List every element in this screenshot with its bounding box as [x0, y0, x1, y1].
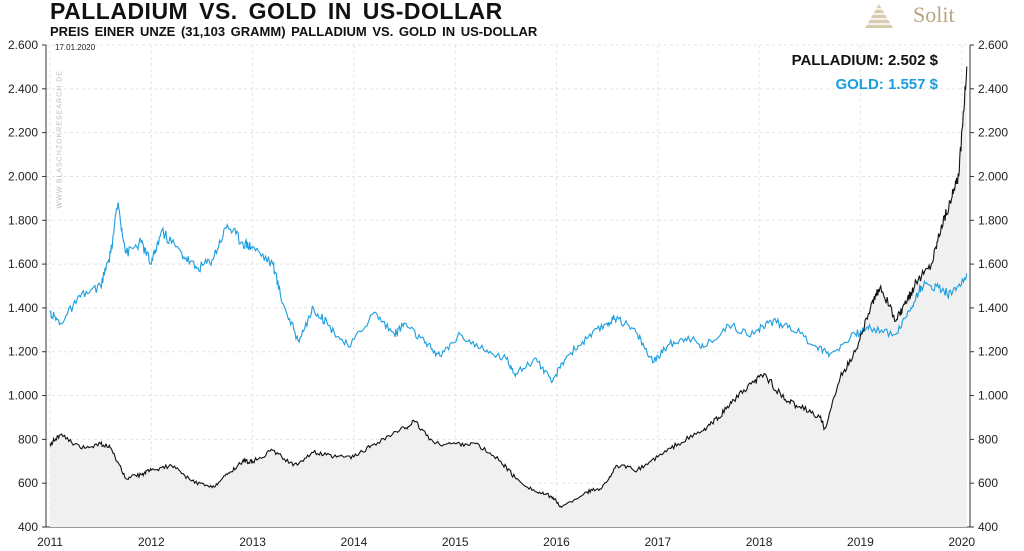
x-tick-label: 2018 — [746, 535, 773, 549]
x-tick-label: 2011 — [37, 535, 63, 549]
chart-subtitle: PREIS EINER UNZE (31,103 GRAMM) PALLADIU… — [50, 24, 538, 39]
y-tick-label-left: 800 — [18, 432, 38, 446]
y-tick-label-right: 800 — [978, 432, 998, 446]
y-tick-label-right: 1.200 — [978, 345, 1008, 359]
y-tick-label-right: 1.400 — [978, 301, 1008, 315]
y-tick-label-left: 2.600 — [8, 38, 38, 52]
y-tick-label-left: 1.000 — [8, 389, 38, 403]
y-tick-label-left: 1.400 — [8, 301, 38, 315]
logo-text: Solit — [913, 2, 955, 27]
palladium-series-line — [49, 66, 968, 509]
y-tick-label-left: 600 — [18, 476, 38, 490]
legend-palladium: PALLADIUM: 2.502 $ — [791, 52, 938, 69]
gold-series-line — [49, 202, 968, 384]
palladium-area — [50, 66, 967, 527]
y-tick-label-left: 1.600 — [8, 257, 38, 271]
y-tick-label-left: 2.000 — [8, 169, 38, 183]
x-tick-label: 2014 — [341, 535, 368, 549]
y-tick-label-right: 1.600 — [978, 257, 1008, 271]
y-tick-label-right: 2.600 — [978, 38, 1008, 52]
x-tick-label: 2013 — [239, 535, 266, 549]
y-tick-label-left: 2.400 — [8, 82, 38, 96]
y-tick-label-left: 1.800 — [8, 213, 38, 227]
x-tick-label: 2016 — [543, 535, 570, 549]
x-tick-label: 2020 — [948, 535, 975, 549]
y-tick-label-right: 2.200 — [978, 126, 1008, 140]
date-label: 17.01.2020 — [55, 43, 96, 52]
y-tick-label-right: 2.000 — [978, 169, 1008, 183]
y-tick-label-right: 600 — [978, 476, 998, 490]
x-tick-label: 2012 — [138, 535, 165, 549]
chart-title: PALLADIUM VS. GOLD IN US-DOLLAR — [50, 0, 503, 24]
y-tick-label-left: 400 — [18, 520, 38, 534]
y-tick-label-right: 400 — [978, 520, 998, 534]
x-tick-label: 2019 — [847, 535, 874, 549]
x-tick-label: 2017 — [644, 535, 671, 549]
pyramid-logo-icon — [863, 4, 895, 28]
y-tick-label-left: 2.200 — [8, 126, 38, 140]
y-tick-label-right: 1.800 — [978, 213, 1008, 227]
y-tick-label-left: 1.200 — [8, 345, 38, 359]
legend-gold: GOLD: 1.557 $ — [835, 76, 938, 93]
y-tick-label-right: 1.000 — [978, 389, 1008, 403]
watermark: WWW.BLASCHZOKRESEARCH.DE — [56, 70, 64, 209]
x-tick-label: 2015 — [442, 535, 469, 549]
y-tick-label-right: 2.400 — [978, 82, 1008, 96]
